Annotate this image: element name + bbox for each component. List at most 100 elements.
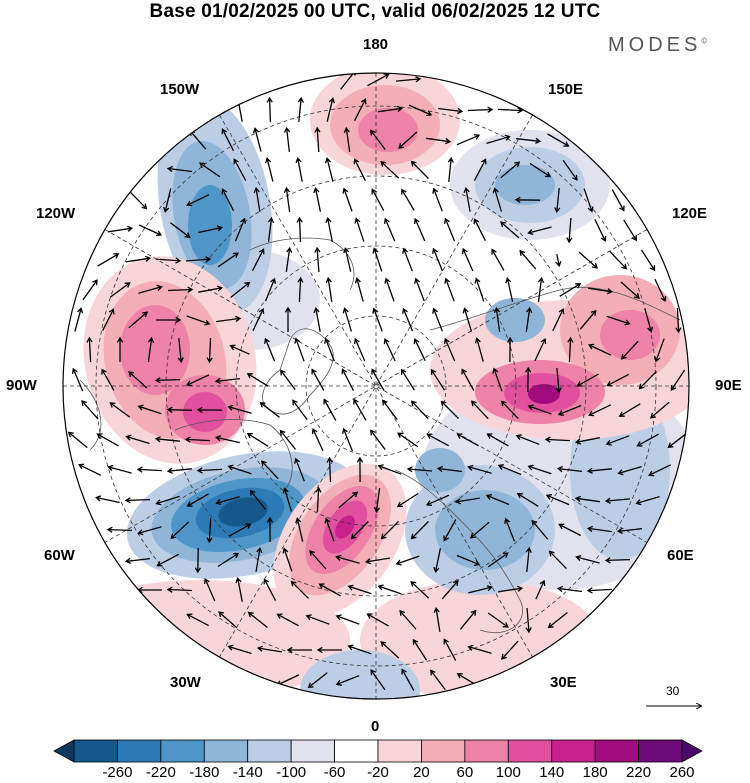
wind-arrow	[383, 217, 396, 242]
coastline-north-america	[174, 419, 293, 491]
wind-arrow	[108, 225, 134, 233]
colorbar-tick-label: -60	[323, 764, 346, 781]
wind-arrow	[229, 344, 250, 355]
wind-arrow	[578, 251, 598, 269]
wind-arrow	[109, 402, 131, 418]
wind-arrow	[230, 281, 251, 299]
wind-arrow	[221, 188, 235, 211]
wind-arrow	[95, 495, 120, 504]
wind-arrow	[324, 517, 335, 542]
wind-arrow	[579, 309, 597, 330]
colorbar-tick-label: 260	[669, 764, 695, 781]
wind-arrow	[338, 491, 359, 509]
wind-arrow	[186, 613, 209, 627]
colorbar-swatch	[421, 739, 466, 763]
wind-arrow	[413, 338, 426, 362]
wind-arrow	[196, 467, 223, 474]
wind-arrow	[620, 340, 639, 360]
wind-arrow	[279, 429, 297, 450]
wind-arrow	[341, 368, 355, 391]
wind-arrow	[177, 338, 184, 364]
wind-arrow	[335, 554, 360, 564]
anomaly-area	[358, 108, 418, 152]
wind-arrow	[559, 283, 582, 297]
anomaly-area	[218, 497, 268, 527]
colorbar-extend-high	[681, 739, 703, 763]
wind-arrow	[531, 519, 549, 540]
colorbar-swatch	[203, 739, 249, 763]
wind-arrow	[335, 674, 360, 686]
wind-arrow	[170, 222, 191, 239]
wind-arrow	[456, 133, 481, 146]
wind-arrow	[609, 250, 628, 270]
wind-arrow	[406, 466, 433, 473]
wind-arrow	[380, 160, 400, 179]
wind-arrow	[251, 248, 265, 271]
wind-arrow	[514, 196, 541, 203]
wind-arrow	[447, 156, 454, 182]
wind-arrow	[606, 373, 629, 387]
wind-arrow	[252, 307, 265, 332]
wind-arrow	[284, 306, 292, 332]
wind-vectors	[67, 73, 688, 691]
wind-arrow	[402, 307, 414, 332]
wind-arrow	[186, 315, 211, 326]
wind-arrow	[198, 285, 224, 293]
wind-arrow	[283, 186, 291, 212]
wind-arrow	[372, 307, 383, 332]
wind-arrow	[525, 366, 532, 393]
wind-arrow	[441, 579, 459, 600]
colorbar-tick-label: 180	[582, 764, 608, 781]
wind-arrow	[654, 338, 665, 363]
anomaly-area	[300, 650, 420, 699]
wind-arrow	[500, 161, 521, 179]
colorbar-extend-low	[53, 739, 75, 763]
wind-arrow	[468, 585, 493, 594]
wind-arrow	[71, 367, 84, 392]
reference-vector-label: 30	[666, 684, 680, 698]
wind-arrow	[264, 277, 276, 302]
wind-arrow	[654, 278, 667, 303]
wind-arrow	[343, 126, 351, 152]
wind-arrow	[354, 277, 364, 302]
wind-arrow	[515, 434, 540, 445]
wind-arrow	[413, 217, 426, 242]
wind-arrow	[217, 552, 240, 568]
wind-arrow	[433, 606, 441, 632]
wind-arrow	[611, 189, 625, 212]
wind-arrow	[456, 554, 481, 566]
wind-arrow	[282, 547, 293, 572]
colorbar-swatch	[507, 739, 553, 763]
wind-arrow	[459, 609, 477, 630]
wind-arrow	[128, 311, 149, 329]
wind-arrow	[199, 162, 221, 178]
wind-arrow	[425, 494, 450, 507]
wind-arrow	[430, 669, 446, 690]
wind-arrow	[527, 226, 552, 236]
wind-arrow	[486, 134, 511, 145]
wind-arrow	[558, 523, 581, 537]
lon-label-180: 180	[363, 36, 389, 53]
wind-arrow	[253, 186, 261, 213]
wind-arrow	[186, 493, 209, 507]
wind-arrow	[163, 188, 172, 213]
wind-arrow	[353, 337, 366, 362]
wind-arrow	[116, 336, 124, 362]
coastline-alaska	[249, 237, 355, 291]
anomaly-area	[120, 305, 190, 395]
wind-arrow	[440, 400, 459, 419]
colorbar-swatch	[551, 739, 596, 763]
wind-arrow	[556, 585, 582, 593]
wind-arrow	[266, 96, 273, 123]
wind-arrow	[486, 433, 509, 447]
latitude-circle	[95, 105, 657, 667]
colorbar-tick-label: 20	[413, 764, 430, 781]
wind-arrow	[154, 377, 181, 384]
wind-arrow	[562, 159, 578, 181]
wind-arrow	[588, 404, 612, 417]
wind-arrow	[395, 555, 420, 566]
wind-arrow	[227, 404, 252, 414]
wind-arrow	[342, 307, 353, 332]
wind-arrow	[378, 105, 404, 113]
